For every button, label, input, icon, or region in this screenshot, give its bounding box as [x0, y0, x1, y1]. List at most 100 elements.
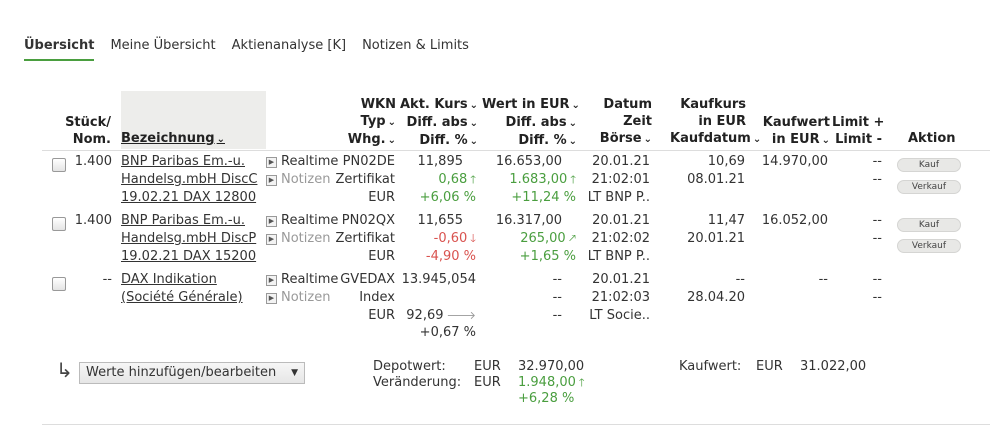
kaufwert: --: [818, 272, 828, 287]
notizen-link[interactable]: Notizen: [281, 290, 331, 305]
row-checkbox[interactable]: [52, 277, 66, 291]
veraenderung-value: 1.948,00 🡑: [518, 375, 585, 390]
chevron-down-icon: ⌄: [387, 117, 396, 128]
kurs-diff: 0,68 🡑: [438, 172, 476, 187]
wert: --: [552, 272, 562, 287]
depotwert-value: 32.970,00: [518, 359, 585, 374]
wkn: GVEDAX: [340, 272, 395, 287]
stueck: 1.400: [74, 154, 112, 169]
header-limit: Limit + Limit -: [832, 115, 885, 147]
kurs-pct: -4,90 %: [425, 249, 476, 264]
wert-pct: +1,65 %: [519, 249, 576, 264]
kurs: 13.945,054: [401, 272, 476, 287]
kurs-pct: +6,06 %: [419, 190, 476, 205]
play-icon[interactable]: ▶: [266, 157, 277, 168]
chevron-down-icon: ⌄: [568, 118, 577, 129]
notizen-link[interactable]: Notizen: [281, 172, 331, 187]
instrument-link-line[interactable]: BNP Paribas Em.-u.: [121, 213, 245, 228]
notizen-link[interactable]: Notizen: [281, 231, 331, 246]
werte-bearbeiten-select[interactable]: Werte hinzufügen/bearbeiten ▼: [79, 362, 305, 384]
chevron-down-icon: ⌄: [643, 134, 652, 145]
wert-pct: --: [552, 308, 562, 323]
tab-meine-uebersicht[interactable]: Meine Übersicht: [110, 38, 216, 53]
arrow-up-right-icon: 🡕: [568, 232, 576, 245]
wkn: PN02DE: [342, 154, 395, 169]
header-bezeichnung[interactable]: Bezeichnung ⌄: [121, 131, 225, 146]
instrument-link-line[interactable]: 19.02.21 DAX 12800: [121, 190, 257, 205]
kaufwert-total-currency: EUR: [756, 359, 783, 374]
verkauf-button[interactable]: Verkauf: [897, 180, 961, 194]
tab-uebersicht[interactable]: Übersicht: [24, 38, 95, 61]
return-arrow-icon: ↳: [56, 358, 73, 382]
boerse: LT BNP P..: [587, 249, 650, 264]
instrument-link-line[interactable]: Handelsg.mbH DiscC: [121, 172, 258, 187]
kaufdatum: 28.04.20: [687, 290, 745, 305]
instrument-link-line[interactable]: 19.02.21 DAX 15200: [121, 249, 257, 264]
arrow-up-icon: 🡑: [578, 376, 585, 389]
tab-notizen-limits[interactable]: Notizen & Limits: [362, 38, 469, 53]
depotwert-currency: EUR: [474, 359, 501, 374]
header-aktion: Aktion: [908, 131, 956, 146]
arrow-right-icon: 🡒: [446, 309, 477, 322]
header-kaufkurs[interactable]: Kaufkurs in EUR Kaufdatum ⌄: [670, 97, 762, 146]
stueck: --: [102, 272, 112, 287]
play-icon[interactable]: ▶: [266, 216, 277, 227]
datum: 20.01.21: [592, 272, 650, 287]
row-checkbox[interactable]: [52, 158, 66, 172]
arrow-down-icon: 🡓: [470, 232, 476, 245]
kauf-button[interactable]: Kauf: [897, 218, 961, 232]
chevron-down-icon: ⌄: [469, 100, 479, 111]
kurs-diff: -0,60 🡓: [433, 231, 476, 246]
chevron-down-icon: ⌄: [216, 134, 225, 145]
header-divider: [42, 150, 990, 151]
header-stueck: Stück/ Nom.: [65, 115, 111, 147]
play-icon[interactable]: ▶: [266, 293, 277, 304]
zeit: 21:02:03: [591, 290, 650, 305]
realtime-link[interactable]: Realtime: [281, 154, 339, 169]
realtime-link[interactable]: Realtime: [281, 213, 339, 228]
tab-bar: Übersicht Meine Übersicht Aktienanalyse …: [24, 38, 469, 61]
kaufkurs: --: [735, 272, 745, 287]
arrow-up-icon: 🡑: [570, 173, 576, 186]
wert-pct: +11,24 %: [511, 190, 576, 205]
limit-plus: --: [872, 154, 882, 169]
realtime-link[interactable]: Realtime: [281, 272, 339, 287]
wert-diff: --: [552, 290, 562, 305]
verkauf-button[interactable]: Verkauf: [897, 239, 961, 253]
row-checkbox[interactable]: [52, 217, 66, 231]
header-kurs[interactable]: Akt. Kurs ⌄ Diff. abs ⌄ Diff. % ⌄: [400, 97, 479, 148]
typ: Zertifikat: [335, 231, 395, 246]
wert: 16.653,00: [495, 154, 562, 169]
kaufkurs: 10,69: [707, 154, 745, 169]
tab-aktienanalyse[interactable]: Aktienanalyse [K]: [231, 38, 347, 53]
chevron-down-icon: ⌄: [469, 136, 478, 147]
kauf-button[interactable]: Kauf: [897, 158, 961, 172]
footer-divider: [42, 424, 990, 425]
header-wert[interactable]: Wert in EUR ⌄ Diff. abs ⌄ Diff. % ⌄: [482, 97, 580, 148]
header-wkn[interactable]: WKN Typ ⌄ Whg. ⌄: [347, 97, 396, 147]
typ: Zertifikat: [335, 172, 395, 187]
play-icon[interactable]: ▶: [266, 234, 277, 245]
limit-minus: --: [872, 290, 882, 305]
limit-minus: --: [872, 231, 882, 246]
instrument-link-line[interactable]: BNP Paribas Em.-u.: [121, 154, 245, 169]
wkn: PN02QX: [341, 213, 395, 228]
zeit: 21:02:01: [591, 172, 650, 187]
instrument-link-line[interactable]: DAX Indikation: [121, 272, 217, 287]
instrument-link-line[interactable]: (Société Générale): [121, 290, 243, 305]
play-icon[interactable]: ▶: [266, 275, 277, 286]
kurs: 11,895: [417, 154, 464, 169]
kaufkurs: 11,47: [707, 213, 745, 228]
play-icon[interactable]: ▶: [266, 175, 277, 186]
datum: 20.01.21: [592, 213, 650, 228]
limit-minus: --: [872, 172, 882, 187]
wert-diff: 1.683,00 🡑: [509, 172, 576, 187]
kaufwert: 14.970,00: [761, 154, 828, 169]
header-kaufwert[interactable]: Kaufwert in EUR ⌄: [762, 115, 830, 147]
instrument-link-line[interactable]: Handelsg.mbH DiscP: [121, 231, 257, 246]
header-datum[interactable]: Datum Zeit Börse ⌄: [599, 97, 652, 146]
depotwert-label: Depotwert:: [373, 359, 446, 374]
stueck: 1.400: [74, 213, 112, 228]
arrow-up-icon: 🡑: [470, 173, 476, 186]
chevron-down-icon: ⌄: [571, 100, 580, 111]
